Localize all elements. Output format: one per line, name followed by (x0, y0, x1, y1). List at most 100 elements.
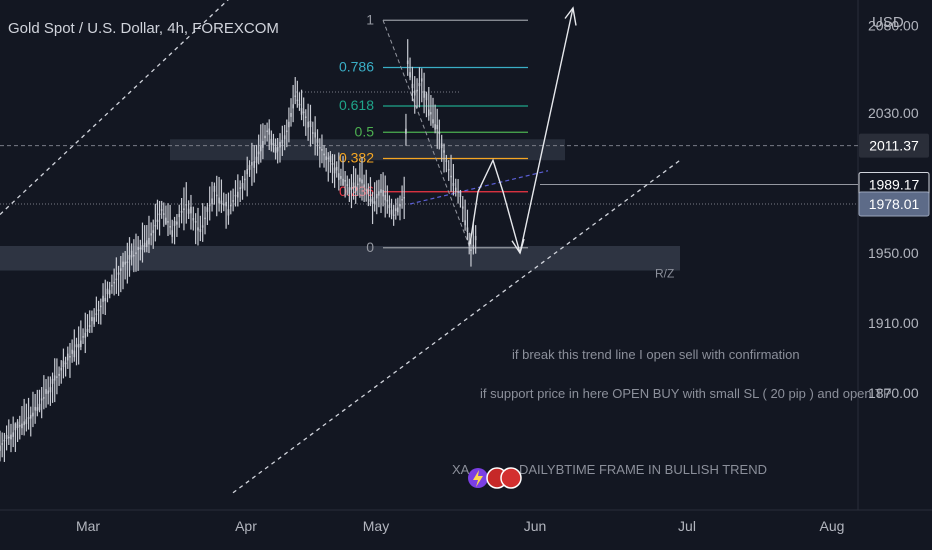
candle-body (447, 169, 450, 171)
candle-body (371, 197, 374, 204)
candle-body (215, 194, 218, 197)
candle-body (290, 113, 292, 117)
candle-body (423, 90, 425, 98)
candle-body (108, 290, 111, 295)
candle-body (331, 162, 334, 165)
channel-lower-line (232, 159, 681, 494)
candle-body (128, 255, 131, 260)
candle-body (234, 194, 237, 197)
candle-body (312, 132, 314, 134)
candle-body (436, 124, 439, 130)
candle-body (141, 245, 144, 251)
candle-body (411, 83, 414, 89)
candle-body (237, 191, 239, 198)
candle-body (327, 157, 330, 160)
price-tag-label: 2011.37 (869, 138, 919, 154)
candle-body (102, 295, 104, 302)
candle-body (344, 180, 346, 182)
candle-body (158, 213, 161, 216)
candle-body (7, 436, 10, 439)
zone-label: R/Z (655, 267, 674, 281)
candle-body (88, 325, 91, 328)
candle-body (361, 179, 363, 184)
candle-body (178, 213, 181, 218)
candle-body (416, 89, 418, 92)
candle-body (257, 151, 260, 155)
candle-body (49, 387, 52, 393)
projection-arrowhead (564, 6, 577, 26)
candle-body (197, 227, 199, 231)
candle-body (309, 120, 312, 127)
candle-body (264, 135, 266, 139)
candle-body (472, 244, 475, 250)
candle-body (409, 72, 411, 78)
candle-body (73, 350, 76, 358)
price-tag-label: 1989.17 (869, 176, 920, 192)
candle-body (154, 225, 157, 227)
candle-body (21, 423, 23, 429)
candle-body (111, 284, 113, 287)
fib-trend-line (382, 20, 471, 248)
candle-body (152, 230, 155, 233)
candle-body (38, 403, 41, 411)
candle-body (474, 235, 477, 241)
candle-body (418, 83, 421, 87)
x-tick-label: Jul (678, 518, 696, 534)
candle-body (86, 328, 89, 332)
candle-body (296, 99, 299, 102)
candle-body (143, 242, 146, 247)
candle-body (382, 190, 384, 197)
candle-body (84, 332, 87, 338)
candle-body (461, 206, 464, 209)
candle-body (338, 173, 340, 181)
annotation-sell: if break this trend line I open sell wit… (512, 347, 800, 362)
candle-body (276, 147, 279, 152)
candle-body (450, 175, 452, 178)
candle-body (148, 237, 150, 245)
candle-body (288, 121, 290, 128)
candle-body (270, 138, 273, 145)
candle-body (82, 336, 84, 338)
candle-body (211, 198, 213, 205)
candle-body (363, 184, 365, 188)
candle-body (77, 343, 80, 348)
candle-body (124, 261, 126, 265)
candle-body (346, 184, 349, 186)
candle-body (222, 203, 225, 206)
candle-body (51, 378, 54, 384)
candle-body (438, 131, 441, 134)
candle-body (292, 104, 294, 109)
annotation-trend: DAILYBTIME FRAME IN BULLISH TREND (519, 462, 767, 477)
candle-body (294, 95, 297, 97)
candle-body (176, 221, 178, 225)
candle-body (342, 178, 344, 186)
candle-body (259, 146, 262, 152)
candle-body (454, 187, 457, 193)
candle-body (1, 443, 3, 445)
candle-body (0, 445, 1, 451)
candle-body (452, 183, 455, 186)
candle-body (62, 360, 65, 368)
candle-body (71, 349, 73, 354)
candle-body (378, 191, 380, 196)
candle-body (253, 161, 256, 168)
signature-prefix: XA (452, 462, 470, 477)
price-tag (858, 191, 930, 217)
candle-body (300, 108, 303, 115)
support-zone (0, 246, 680, 271)
candle-body (91, 317, 93, 322)
candle-body (380, 189, 382, 193)
candle-body (468, 240, 471, 247)
candle-body (340, 176, 342, 179)
fib-label: 0.382 (339, 150, 374, 166)
price-tag (859, 133, 929, 158)
candle-body (137, 246, 139, 251)
x-tick-label: Jun (524, 518, 547, 534)
candle-body (199, 229, 202, 232)
candle-body (405, 128, 407, 134)
candle-body (443, 150, 445, 153)
candle-body (459, 190, 462, 197)
candle-body (156, 219, 159, 222)
